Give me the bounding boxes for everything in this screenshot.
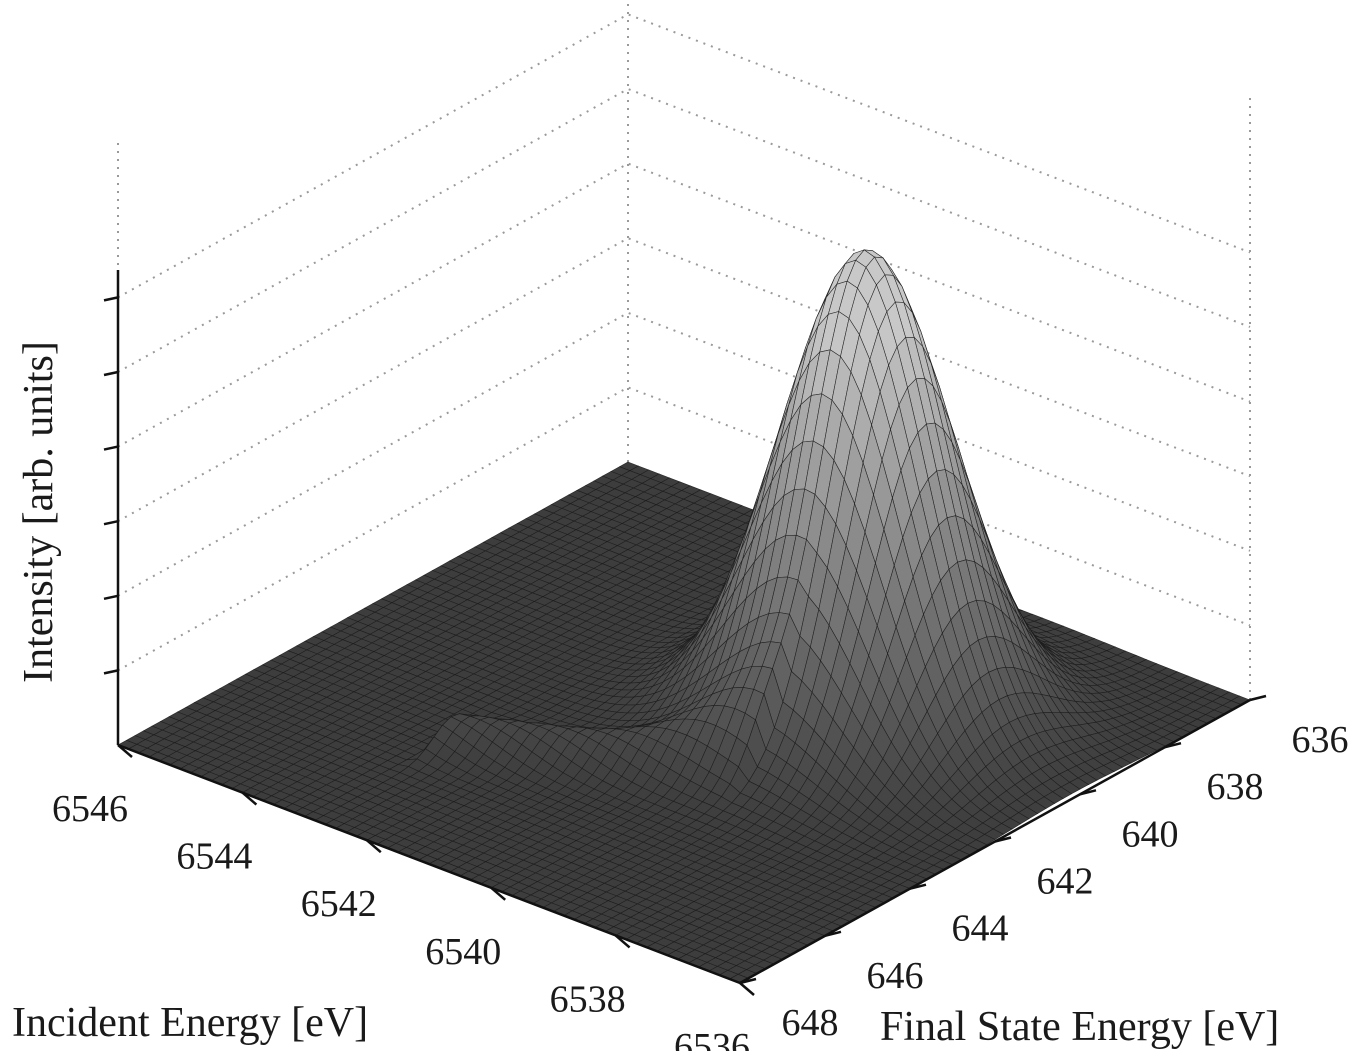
y-axis-title: Final State Energy [eV] <box>880 1004 1279 1050</box>
surface-mesh <box>117 249 1251 984</box>
y-tick-label: 646 <box>867 955 924 997</box>
y-tick <box>739 977 757 985</box>
x-tick-label: 6538 <box>550 978 626 1020</box>
z-tick <box>103 669 119 675</box>
y-tick-label: 642 <box>1037 861 1094 903</box>
x-tick <box>241 791 258 806</box>
z-tick <box>103 519 119 526</box>
x-tick <box>117 744 133 758</box>
y-tick-label: 640 <box>1122 813 1179 855</box>
x-tick-label: 6540 <box>425 931 501 973</box>
z-tick <box>103 445 119 451</box>
x-tick-label: 6536 <box>674 1026 750 1051</box>
y-tick <box>1249 694 1267 702</box>
z-grid-line <box>117 87 1251 373</box>
z-axis-title: Intensity [arb. units] <box>16 341 62 683</box>
x-axis-title: Incident Energy [eV] <box>12 1000 368 1046</box>
x-tick <box>365 839 382 854</box>
z-tick <box>103 370 119 377</box>
y-tick <box>994 836 1012 843</box>
y-tick <box>909 883 927 890</box>
y-tick-label: 648 <box>782 1002 839 1044</box>
x-tick-label: 6542 <box>301 883 377 925</box>
x-tick-label: 6544 <box>176 836 252 878</box>
y-tick <box>1164 741 1182 749</box>
z-tick <box>103 594 119 601</box>
z-tick <box>103 296 119 302</box>
x-axis-line <box>117 743 741 985</box>
y-tick <box>1079 789 1097 796</box>
y-tick-label: 644 <box>952 908 1009 950</box>
y-tick-label: 636 <box>1292 719 1349 761</box>
axes: 6546 6544 6542 6540 6538 6536 636 638 640 642 644 6… <box>52 270 1349 1051</box>
x-tick-label: 6546 <box>52 788 128 830</box>
x-tick <box>490 886 507 901</box>
x-tick <box>614 934 631 949</box>
z-grid-line <box>117 13 1251 299</box>
x-tick <box>739 982 755 996</box>
y-tick <box>824 930 842 938</box>
z-grid-line <box>117 237 1251 523</box>
y-tick-label: 638 <box>1207 766 1264 808</box>
z-grid-line <box>117 162 1251 448</box>
